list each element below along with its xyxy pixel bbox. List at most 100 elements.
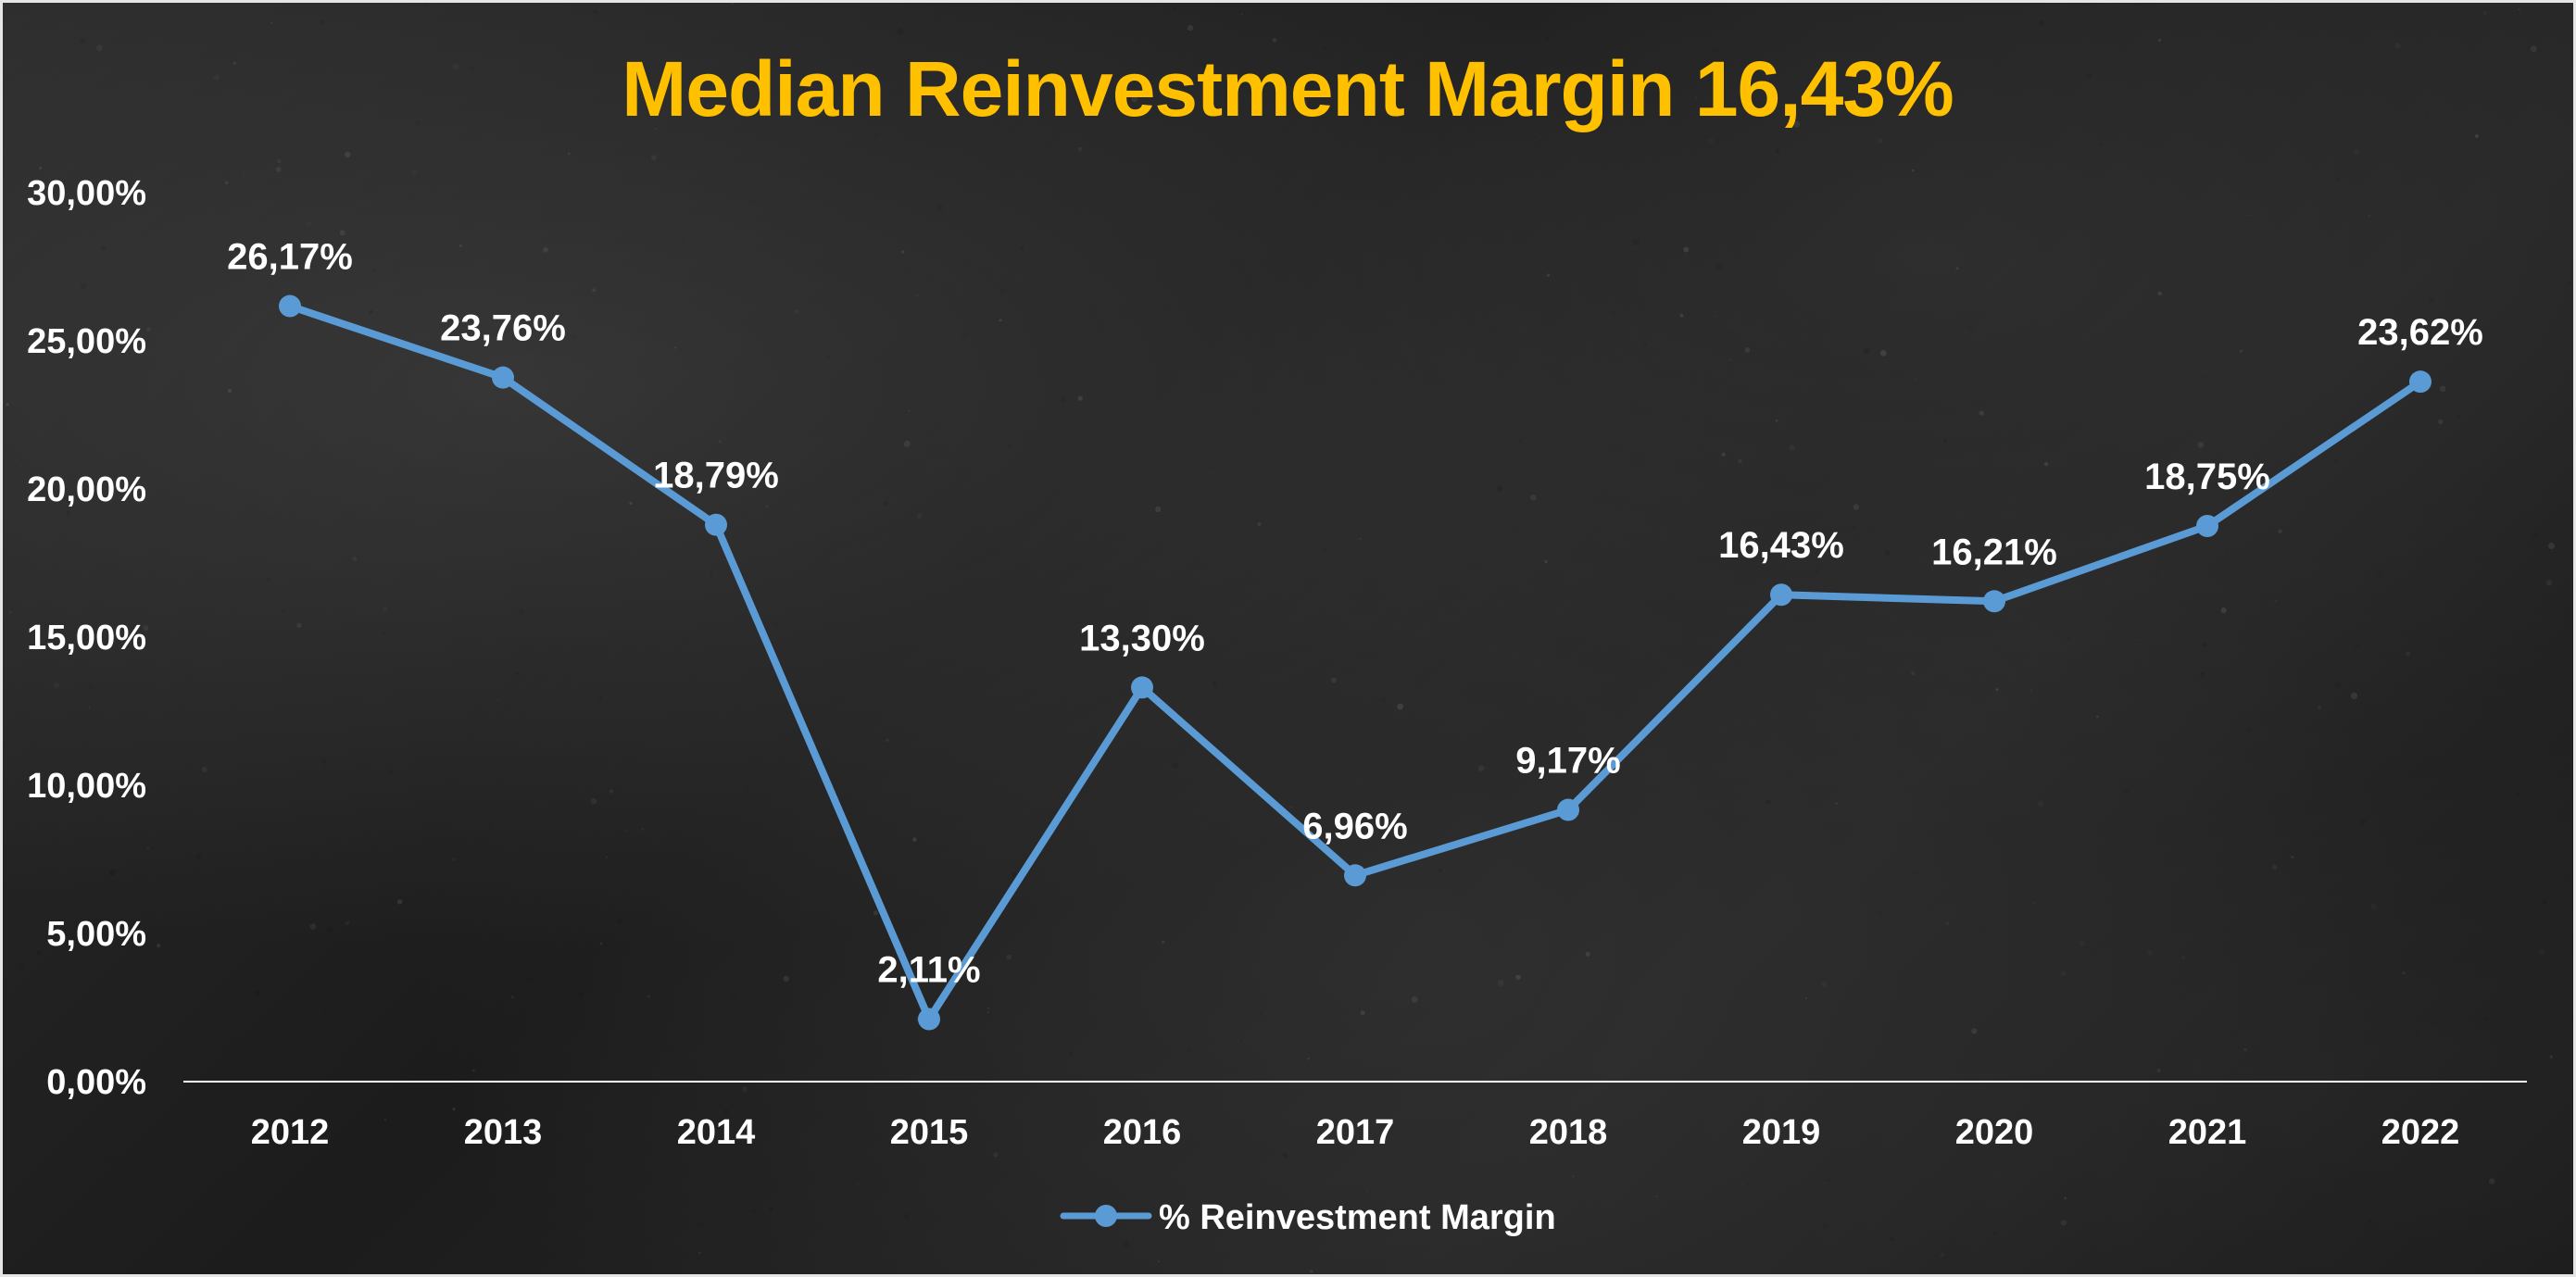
texture-speck — [1187, 24, 1194, 31]
texture-speck — [2350, 692, 2358, 700]
texture-speck — [1310, 1270, 1313, 1273]
texture-speck — [1941, 1253, 1944, 1257]
texture-speck — [1477, 765, 1485, 771]
texture-speck — [1166, 115, 1169, 118]
texture-speck — [1539, 136, 1541, 138]
texture-speck — [232, 61, 237, 66]
texture-speck — [2334, 458, 2338, 462]
x-tick-label: 2019 — [1742, 1113, 1821, 1152]
texture-speck — [1404, 1130, 1407, 1133]
texture-speck — [2456, 414, 2460, 418]
data-label: 23,76% — [440, 308, 566, 349]
texture-speck — [798, 784, 800, 786]
texture-speck — [54, 682, 59, 688]
texture-speck — [1301, 99, 1308, 106]
texture-speck — [962, 332, 969, 339]
texture-speck — [961, 886, 964, 890]
texture-speck — [359, 209, 362, 212]
texture-speck — [1679, 313, 1684, 318]
texture-speck — [497, 699, 499, 701]
texture-speck — [1087, 793, 1089, 795]
texture-speck — [396, 899, 403, 905]
texture-speck — [2420, 194, 2423, 196]
texture-speck — [2211, 1027, 2214, 1030]
texture-speck — [66, 510, 71, 515]
texture-speck — [1815, 570, 1821, 575]
texture-speck — [1853, 525, 1857, 530]
texture-speck — [1517, 439, 1523, 444]
texture-speck — [750, 1208, 757, 1214]
texture-speck — [244, 172, 245, 174]
texture-speck — [2247, 728, 2252, 733]
texture-speck — [1438, 868, 1443, 873]
texture-speck — [973, 190, 977, 194]
texture-speck — [2220, 607, 2227, 614]
texture-speck — [1632, 239, 1640, 246]
texture-speck — [2355, 644, 2361, 649]
texture-speck — [2285, 440, 2288, 443]
texture-speck — [2440, 385, 2446, 392]
texture-speck — [543, 246, 548, 253]
texture-speck — [795, 309, 798, 313]
texture-speck — [2239, 349, 2243, 353]
texture-speck — [121, 968, 125, 971]
texture-speck — [1955, 267, 1959, 270]
texture-speck — [376, 1238, 378, 1240]
texture-speck — [528, 976, 534, 982]
texture-speck — [1564, 1269, 1568, 1272]
texture-speck — [1766, 799, 1771, 805]
texture-speck — [2272, 633, 2274, 635]
texture-speck — [228, 389, 232, 393]
texture-speck — [1967, 605, 1970, 608]
texture-speck — [1324, 548, 1328, 553]
texture-speck — [1411, 995, 1418, 1003]
texture-speck — [2376, 572, 2381, 578]
texture-speck — [1890, 1237, 1894, 1242]
texture-speck — [567, 152, 571, 156]
texture-speck — [746, 788, 750, 793]
texture-speck — [2548, 543, 2555, 549]
texture-speck — [628, 1025, 631, 1028]
texture-speck — [2530, 45, 2537, 53]
texture-speck — [412, 169, 418, 175]
texture-speck — [1708, 1170, 1711, 1172]
texture-speck — [1180, 1181, 1182, 1183]
legend-label: % Reinvestment Margin — [1159, 1198, 1556, 1237]
texture-speck — [360, 957, 364, 960]
texture-speck — [2147, 950, 2152, 955]
texture-speck — [2155, 574, 2160, 578]
texture-speck — [1775, 419, 1778, 422]
texture-layer — [6, 3, 2571, 1273]
texture-speck — [606, 856, 609, 858]
texture-speck — [201, 766, 207, 773]
texture-speck — [511, 995, 514, 999]
texture-speck — [2425, 115, 2428, 118]
texture-speck — [452, 858, 456, 861]
texture-speck — [2226, 551, 2230, 555]
texture-speck — [380, 420, 382, 422]
texture-speck — [452, 1108, 456, 1111]
texture-speck — [2271, 864, 2278, 870]
texture-speck — [2048, 937, 2049, 938]
texture-speck — [825, 356, 830, 359]
texture-speck — [2402, 971, 2406, 975]
chart-title: Median Reinvestment Margin 16,43% — [622, 45, 1953, 132]
y-tick-label: 25,00% — [27, 322, 146, 361]
texture-speck — [1715, 315, 1716, 317]
texture-speck — [2367, 1219, 2373, 1224]
texture-speck — [1835, 802, 1838, 805]
texture-speck — [2026, 1262, 2029, 1264]
texture-speck — [146, 327, 151, 332]
texture-speck — [470, 66, 475, 71]
texture-speck — [1162, 940, 1165, 945]
data-label: 16,21% — [1931, 532, 2057, 572]
texture-speck — [1730, 330, 1734, 333]
texture-speck — [752, 200, 754, 203]
texture-speck — [423, 3, 429, 6]
texture-speck — [272, 1234, 278, 1240]
texture-speck — [1185, 1102, 1187, 1105]
texture-speck — [719, 440, 722, 444]
texture-speck — [986, 1011, 989, 1014]
x-tick-label: 2013 — [464, 1113, 543, 1152]
